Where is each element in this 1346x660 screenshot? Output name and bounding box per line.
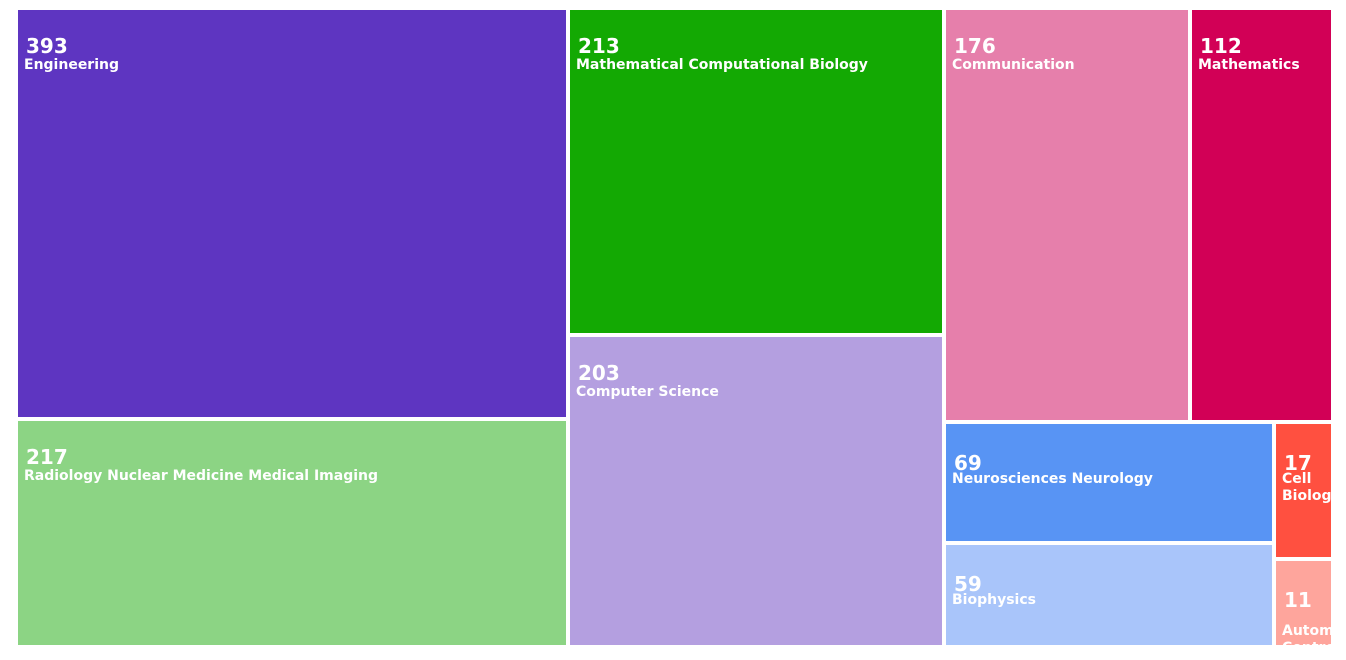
treemap-category-label: Automation Control Systems: [1282, 623, 1331, 645]
treemap-cell-mathematical-computational-biology: 213 Mathematical Computational Biology: [570, 10, 942, 333]
treemap-cell-radiology-nuclear-medicine-medical-imaging: 217 Radiology Nuclear Medicine Medical Im…: [18, 421, 566, 645]
treemap-category-label: Engineering: [24, 57, 119, 73]
treemap-category-label: Communication: [952, 57, 1075, 73]
treemap-value-label: 393: [26, 34, 68, 58]
treemap-value-label: 217: [26, 445, 68, 469]
treemap-value-label: 112: [1200, 34, 1242, 58]
treemap-category-label: Computer Science: [576, 384, 719, 400]
treemap-value-label: 17: [1284, 451, 1312, 475]
treemap-value-label: 176: [954, 34, 996, 58]
treemap-cell-engineering: 393 Engineering: [18, 10, 566, 417]
treemap-value-label: 11: [1284, 588, 1312, 612]
treemap-cell-neurosciences-neurology: 69 Neurosciences Neurology: [946, 424, 1272, 541]
treemap-cell-biophysics: 59 Biophysics: [946, 545, 1272, 645]
treemap-category-label: Neurosciences Neurology: [952, 471, 1153, 487]
treemap-category-label: Mathematics: [1198, 57, 1300, 73]
treemap-category-label: Cell Biology: [1282, 471, 1331, 504]
treemap-value-label: 59: [954, 572, 982, 596]
treemap-category-label: Mathematical Computational Biology: [576, 57, 868, 73]
treemap-value-label: 69: [954, 451, 982, 475]
treemap-value-label: 213: [578, 34, 620, 58]
treemap-cell-computer-science: 203 Computer Science: [570, 337, 942, 645]
treemap-category-label: Biophysics: [952, 592, 1036, 608]
treemap-cell-communication: 176 Communication: [946, 10, 1188, 420]
treemap-category-label: Radiology Nuclear Medicine Medical Imagi…: [24, 468, 379, 484]
treemap-cell-mathematics: 112 Mathematics: [1192, 10, 1331, 420]
treemap-value-label: 203: [578, 361, 620, 385]
treemap-cell-automation-control-systems: 11 Automation Control Systems: [1276, 561, 1331, 645]
